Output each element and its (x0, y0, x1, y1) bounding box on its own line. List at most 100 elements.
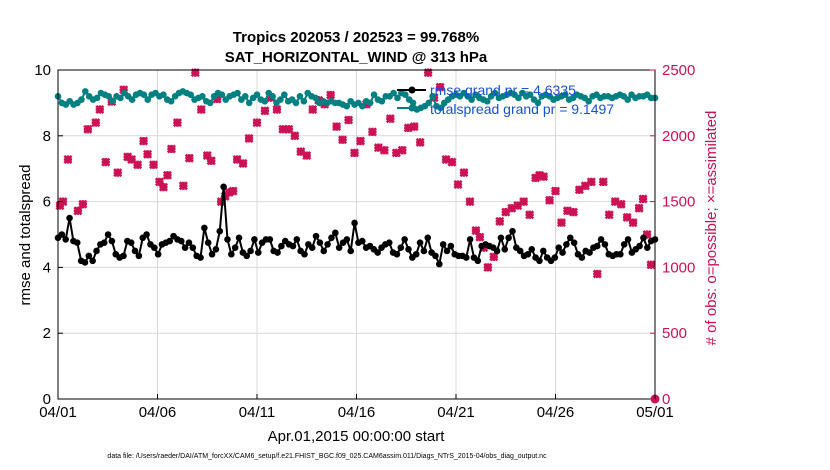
legend-rmse-label: rmse grand pr = 4.6335 (430, 82, 576, 98)
obs-assimilated-marker (562, 206, 572, 216)
obs-assimilated-marker (435, 82, 445, 92)
rmse-point (85, 252, 93, 260)
obs-assimilated-marker (379, 145, 389, 155)
rmse-point (58, 231, 66, 238)
obs-assimilated-marker (178, 181, 188, 191)
rmse-point (570, 239, 578, 247)
rmse-point (358, 237, 366, 245)
obs-assimilated-marker (260, 106, 270, 116)
totalspread-point (312, 94, 319, 102)
rmse-point (301, 250, 308, 258)
totalspread-point (93, 94, 101, 102)
obs-assimilated-marker (409, 122, 419, 132)
rmse-point (347, 247, 355, 255)
obs-assimilated-marker (616, 199, 626, 209)
rmse-point (439, 241, 447, 248)
rmse-point (643, 244, 651, 251)
totalspread-point (624, 96, 631, 103)
obs-assimilated-marker (133, 160, 143, 170)
rmse-point (127, 239, 135, 247)
totalspread-point (366, 99, 374, 107)
obs-assimilated-marker (471, 226, 481, 236)
totalspread-point (253, 91, 261, 98)
rmse-point (278, 242, 285, 250)
obs-assimilated-marker (290, 131, 300, 141)
rmse-point (289, 242, 297, 250)
totalspread-point (261, 97, 269, 105)
obs-assimilated-marker (513, 201, 523, 211)
obs-assimilated-marker (238, 158, 248, 168)
obs-assimilated-marker (349, 148, 360, 158)
obs-assimilated-marker (367, 127, 377, 137)
totalspread-series (54, 88, 659, 113)
rmse-point (100, 239, 108, 247)
obs-assimilated-marker (278, 124, 288, 134)
data-file-footer: data file: /Users/raeder/DAI/ATM_forcXX/… (107, 453, 547, 460)
totalspread-point (234, 89, 241, 97)
obs-assimilated-marker (212, 94, 222, 104)
obs-assimilated-marker (244, 133, 254, 143)
y-right-tick-label: 0 (662, 391, 670, 408)
totalspread-point (140, 91, 148, 98)
obs-assimilated-marker (154, 177, 165, 187)
rmse-point (312, 232, 320, 240)
rmse-point (640, 234, 647, 242)
obs-assimilated-marker (113, 168, 123, 178)
obs-assimilated-marker (326, 90, 336, 100)
legend-spread-marker (408, 104, 416, 112)
rmse-point (436, 260, 443, 268)
obs-assimilated-marker (598, 177, 608, 187)
obs-assimilated-marker (622, 212, 632, 222)
y-right-tick-label: 2000 (662, 128, 695, 145)
obs-assimilated-marker (78, 199, 88, 209)
x-axis-ticks: 04/01 04/06 04/11 04/16 04/21 04/26 05/01 (39, 394, 674, 421)
rmse-point (624, 236, 632, 243)
rmse-point (416, 239, 424, 247)
totalspread-point (300, 97, 308, 105)
x-tick-label: 04/11 (239, 404, 275, 421)
rmse-series (54, 183, 659, 268)
rmse-point (93, 247, 100, 255)
obs-assimilated-marker (453, 179, 463, 190)
rmse-point (563, 241, 570, 248)
rmse-point (405, 246, 412, 253)
rmse-point (555, 244, 563, 251)
obs-assimilated-marker (224, 187, 234, 197)
rmse-point (443, 247, 451, 255)
rmse-point (586, 249, 593, 256)
obs-assimilated-marker (415, 137, 425, 147)
obs-assimilated-marker (149, 160, 159, 170)
rmse-point (131, 247, 139, 255)
totalspread-point (390, 89, 397, 97)
rmse-point (466, 236, 474, 243)
obs-assimilated-marker (206, 156, 216, 166)
totalspread-point (187, 91, 194, 98)
obs-assimilated-marker (539, 172, 549, 182)
rmse-point (143, 231, 150, 238)
totalspread-point (515, 94, 522, 102)
rmse-point (424, 234, 432, 242)
obs-assimilated-marker (525, 210, 535, 220)
totalspread-point (394, 94, 401, 102)
rmse-point (316, 239, 324, 247)
y-right-axis-label: # of obs: o=possible; ×=assimilated (703, 111, 720, 346)
totalspread-point (199, 93, 206, 100)
rmse-point (447, 242, 455, 250)
obs-assimilated-marker (441, 154, 451, 165)
obs-assimilated-marker (302, 151, 312, 161)
rmse-point (324, 241, 331, 248)
y-left-axis-label: rmse and totalspread (17, 165, 34, 306)
rmse-point (166, 237, 173, 245)
rmse-point (559, 249, 566, 256)
rmse-point (189, 244, 197, 251)
obs-assimilated-marker (535, 170, 545, 180)
rmse-point (204, 239, 212, 247)
rmse-point (216, 227, 224, 235)
rmse-point (462, 254, 470, 261)
rmse-point (266, 236, 274, 243)
obs-assimilated-marker (489, 252, 499, 262)
rmse-point (540, 247, 547, 255)
rmse-point (212, 246, 220, 253)
obs-assimilated-marker (284, 124, 294, 134)
